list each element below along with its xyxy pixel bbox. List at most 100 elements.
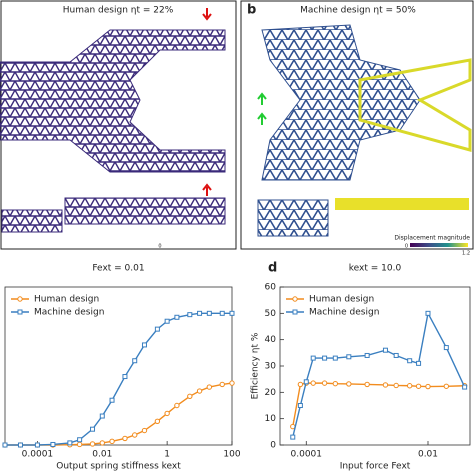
lattice: [257, 24, 472, 237]
marker: [393, 352, 399, 358]
y-axis-label: Efficiency ηt %: [251, 332, 261, 399]
series-line: [292, 382, 465, 427]
marker: [443, 383, 450, 389]
marker: [364, 381, 370, 388]
marker: [17, 442, 23, 448]
marker: [141, 342, 147, 348]
marker: [174, 402, 180, 409]
panel-title: Machine design ηt = 50%: [300, 6, 416, 16]
x-tick-label: 0.0001: [291, 450, 323, 460]
marker: [303, 379, 309, 385]
marker: [164, 410, 170, 417]
x-tick-label: 100: [223, 450, 240, 460]
legend-label: Machine design: [34, 308, 104, 318]
marker: [297, 403, 303, 408]
marker: [67, 440, 73, 446]
marker: [76, 441, 83, 448]
colorbar-label: 1.2: [462, 251, 470, 257]
legend-label: Machine design: [309, 308, 379, 318]
marker: [197, 310, 203, 316]
marker: [174, 314, 180, 320]
y-tick-label: 40: [265, 335, 277, 345]
legend-marker: [292, 309, 298, 315]
y-tick-label: 30: [265, 362, 277, 372]
marker: [346, 354, 352, 360]
legend-marker: [17, 309, 23, 315]
marker: [141, 427, 148, 434]
marker: [229, 380, 235, 386]
marker: [77, 437, 83, 443]
series-line: [5, 312, 232, 446]
marker: [310, 380, 316, 386]
lattice: [0, 8, 226, 233]
marker: [393, 382, 399, 389]
marker: [164, 318, 170, 324]
panel-title: Human design ηt = 22%: [63, 6, 174, 16]
y-tick-label: 50: [265, 309, 277, 319]
marker: [2, 442, 8, 448]
marker: [382, 347, 388, 353]
series-line: [292, 311, 466, 438]
marker: [132, 432, 138, 438]
marker: [310, 355, 316, 361]
marker: [187, 393, 193, 399]
marker: [206, 310, 212, 316]
y-tick-label: 10: [265, 414, 277, 424]
marker: [229, 310, 235, 316]
marker: [407, 358, 413, 364]
plot-frame: [4, 286, 233, 446]
x-axis-label: Input force Fext: [340, 462, 411, 472]
marker: [109, 438, 115, 445]
colorbar: [410, 243, 468, 247]
marker: [50, 441, 56, 447]
marker: [99, 413, 105, 419]
chart-title: Fext = 0.01: [92, 264, 144, 274]
marker: [109, 397, 115, 403]
marker: [425, 383, 431, 390]
marker: [364, 352, 370, 358]
marker: [206, 384, 213, 390]
marker: [443, 345, 449, 351]
x-tick-label: 0.01: [418, 450, 438, 460]
y-tick-label: 60: [265, 283, 277, 293]
marker: [154, 326, 160, 332]
panel-label: d: [268, 261, 277, 276]
legend-label: Human design: [34, 295, 99, 305]
marker: [219, 381, 225, 388]
marker: [322, 355, 328, 361]
marker: [332, 355, 338, 361]
marker: [415, 383, 422, 389]
marker: [425, 310, 431, 316]
marker: [154, 418, 161, 424]
marker: [34, 442, 40, 448]
marker: [99, 440, 105, 446]
marker: [90, 426, 96, 432]
y-tick-label: 20: [265, 388, 277, 398]
marker: [462, 384, 468, 390]
marker: [297, 381, 304, 388]
marker: [122, 374, 128, 380]
marker: [406, 383, 413, 389]
marker: [290, 434, 296, 440]
x-tick-label: 1: [164, 450, 170, 460]
legend-label: Human design: [309, 295, 374, 305]
y-tick-label: 0: [270, 441, 276, 451]
marker: [321, 380, 328, 386]
x-axis-label: Output spring stiffness kext: [56, 462, 181, 472]
x-tick-label: 0.0001: [22, 450, 54, 460]
marker: [132, 358, 138, 364]
colorbar-label: 0: [405, 244, 408, 250]
marker: [332, 380, 339, 387]
marker: [89, 441, 96, 447]
colorbar-label: 0: [158, 244, 161, 250]
marker: [122, 435, 128, 442]
colorbar-title: Displacement magnitude: [394, 235, 470, 242]
marker: [219, 310, 225, 316]
marker: [346, 381, 352, 387]
legend-marker: [17, 296, 23, 302]
legend-marker: [292, 296, 298, 302]
marker: [187, 312, 193, 318]
x-tick-label: 0.01: [92, 450, 112, 460]
chart-title: kext = 10.0: [349, 264, 402, 274]
